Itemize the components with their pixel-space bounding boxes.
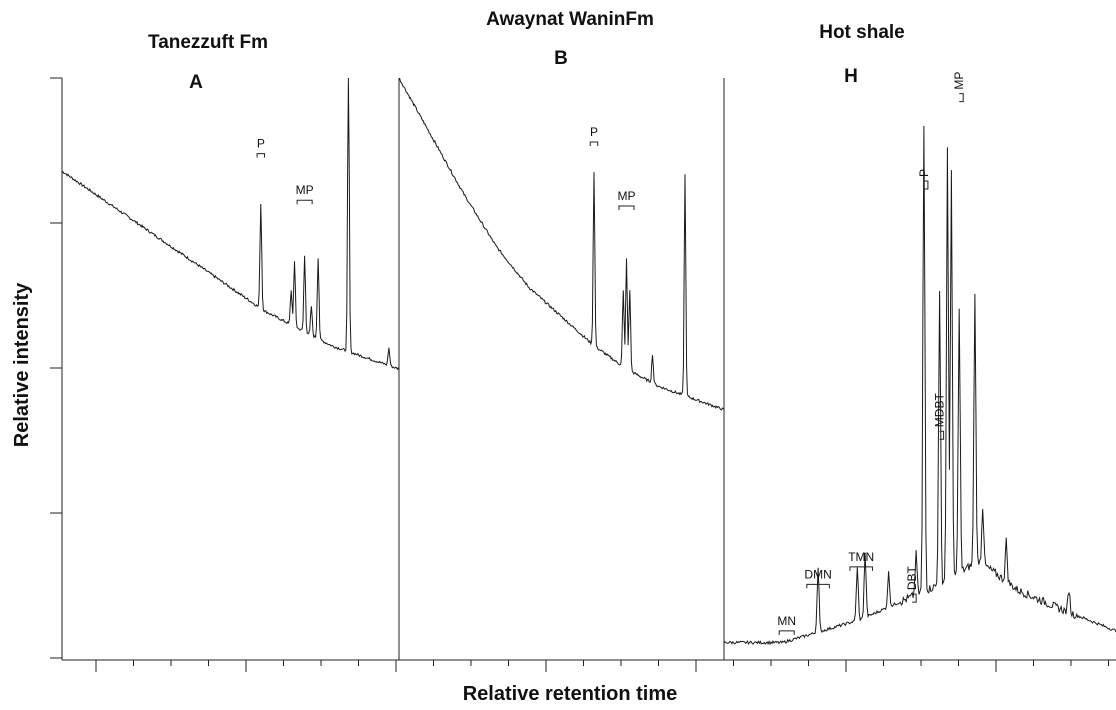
peak-label-mp: MP: [952, 72, 966, 90]
peak-label-layer: P MP P MP MN DMN TMN DBT P MDBT MP: [256, 72, 966, 635]
peak-bracket: [256, 153, 266, 158]
panel-h-letter: H: [844, 66, 858, 87]
peak-label-p: P: [917, 169, 931, 177]
peak-label-dmn: DMN: [804, 567, 831, 581]
y-axis-title: Relative intensity: [11, 282, 33, 447]
panel-h-title: Hot shale: [819, 22, 905, 43]
peak-bracket: [959, 93, 964, 103]
peak-bracket: [296, 199, 313, 205]
peak-bracket: [589, 141, 599, 147]
peak-bracket: [778, 630, 795, 635]
peak-label-mn: MN: [777, 614, 796, 628]
peak-bracket: [923, 180, 929, 190]
panel-b-title: Awaynat WaninFm: [486, 9, 654, 30]
peak-label-mdbt: MDBT: [933, 393, 947, 428]
peak-label-mp: MP: [618, 189, 636, 203]
peak-bracket: [912, 593, 917, 603]
panel-a-title: Tanezzuft Fm: [148, 32, 268, 53]
peak-label-p: P: [590, 125, 598, 139]
peak-label-mp: MP: [296, 183, 314, 197]
peak-bracket: [618, 205, 635, 211]
peak-bracket: [849, 566, 873, 571]
x-axis-title: Relative retention time: [463, 683, 678, 705]
trace-layer: [61, 77, 1116, 646]
peak-bracket: [939, 430, 945, 440]
panel-a-letter: A: [189, 72, 203, 93]
peak-label-tmn: TMN: [848, 550, 874, 564]
peak-bracket: [806, 583, 830, 589]
chromatogram-trace-h: [723, 125, 1116, 646]
chromatogram-trace-a: [61, 77, 400, 371]
chromatogram-trace-b: [398, 77, 725, 411]
peak-label-dbt: DBT: [905, 565, 919, 590]
panel-b-letter: B: [554, 48, 568, 69]
x-axis-ticks: [95, 660, 1109, 672]
peak-label-p: P: [257, 137, 265, 151]
